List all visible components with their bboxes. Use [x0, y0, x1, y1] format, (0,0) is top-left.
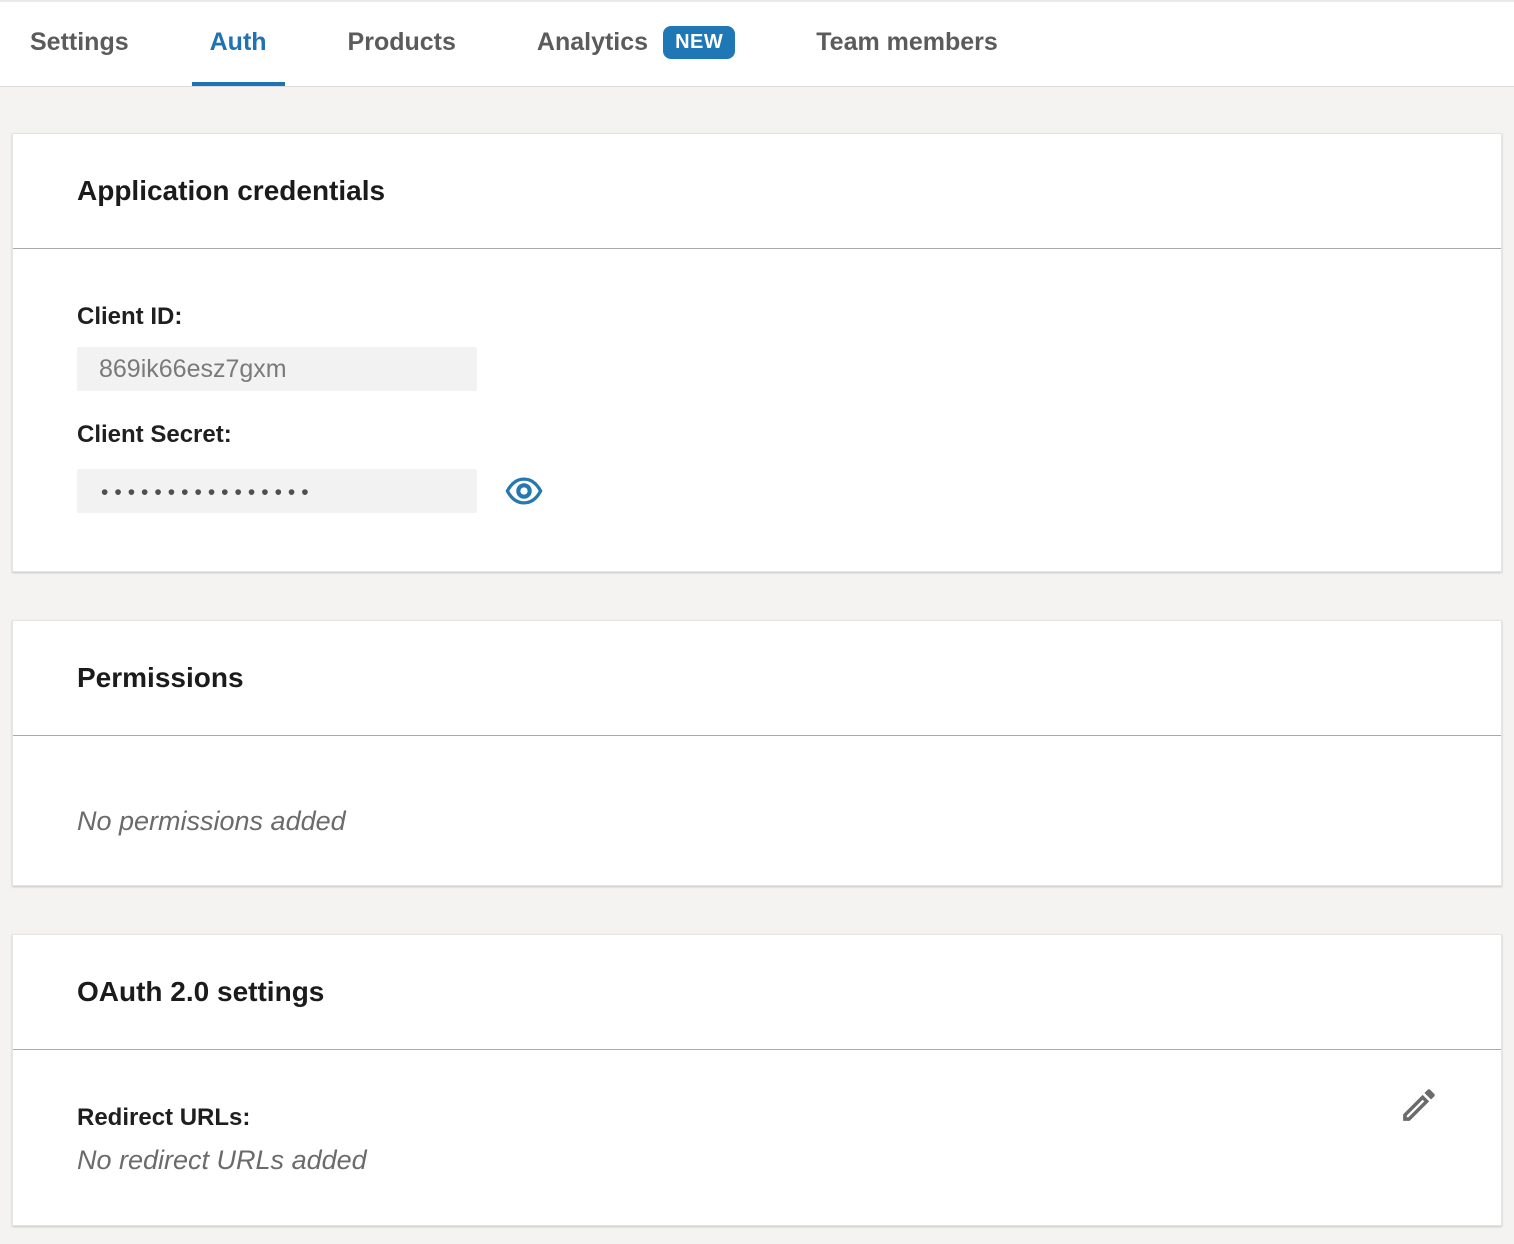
card-title: Permissions — [77, 662, 244, 693]
card-header: OAuth 2.0 settings — [13, 935, 1501, 1050]
card-header: Permissions — [13, 621, 1501, 736]
card-body: Redirect URLs: No redirect URLs added — [13, 1050, 1501, 1225]
tab-label: Products — [347, 27, 456, 56]
tab-label: Auth — [209, 27, 267, 56]
tab-team-members[interactable]: Team members — [798, 2, 1016, 86]
pencil-icon[interactable] — [1397, 1083, 1441, 1127]
client-id-field[interactable]: 869ik66esz7gxm — [77, 347, 477, 391]
tab-label: Analytics — [536, 27, 649, 56]
tab-analytics[interactable]: Analytics NEW — [519, 2, 753, 86]
eye-icon[interactable] — [505, 472, 543, 510]
application-credentials-card: Application credentials Client ID: 869ik… — [12, 133, 1502, 572]
card-body: Client ID: 869ik66esz7gxm Client Secret:… — [13, 249, 1501, 571]
oauth-settings-card: OAuth 2.0 settings Redirect URLs: No red… — [12, 934, 1502, 1226]
client-secret-row: •••••••••••••••• — [77, 469, 1437, 513]
tab-label: Settings — [30, 27, 129, 56]
client-secret-label: Client Secret: — [77, 421, 232, 448]
card-body: No permissions added — [13, 736, 1501, 885]
card-title: Application credentials — [77, 175, 386, 206]
no-permissions-text: No permissions added — [77, 806, 346, 836]
no-redirect-urls-text: No redirect URLs added — [77, 1145, 367, 1175]
tab-auth[interactable]: Auth — [191, 2, 285, 86]
redirect-urls-label: Redirect URLs: — [77, 1104, 251, 1131]
permissions-card: Permissions No permissions added — [12, 620, 1502, 886]
content-area: Application credentials Client ID: 869ik… — [0, 87, 1514, 1241]
card-title: OAuth 2.0 settings — [77, 976, 325, 1007]
client-id-value: 869ik66esz7gxm — [99, 354, 287, 383]
client-secret-masked-value: •••••••••••••••• — [101, 481, 315, 504]
card-header: Application credentials — [13, 134, 1501, 249]
tab-settings[interactable]: Settings — [12, 2, 147, 86]
tab-bar: Settings Auth Products Analytics NEW Tea… — [0, 0, 1514, 87]
tab-products[interactable]: Products — [330, 2, 474, 86]
new-badge: NEW — [663, 25, 736, 59]
client-id-label: Client ID: — [77, 303, 183, 330]
client-secret-field[interactable]: •••••••••••••••• — [77, 469, 477, 513]
tab-label: Team members — [816, 27, 998, 56]
